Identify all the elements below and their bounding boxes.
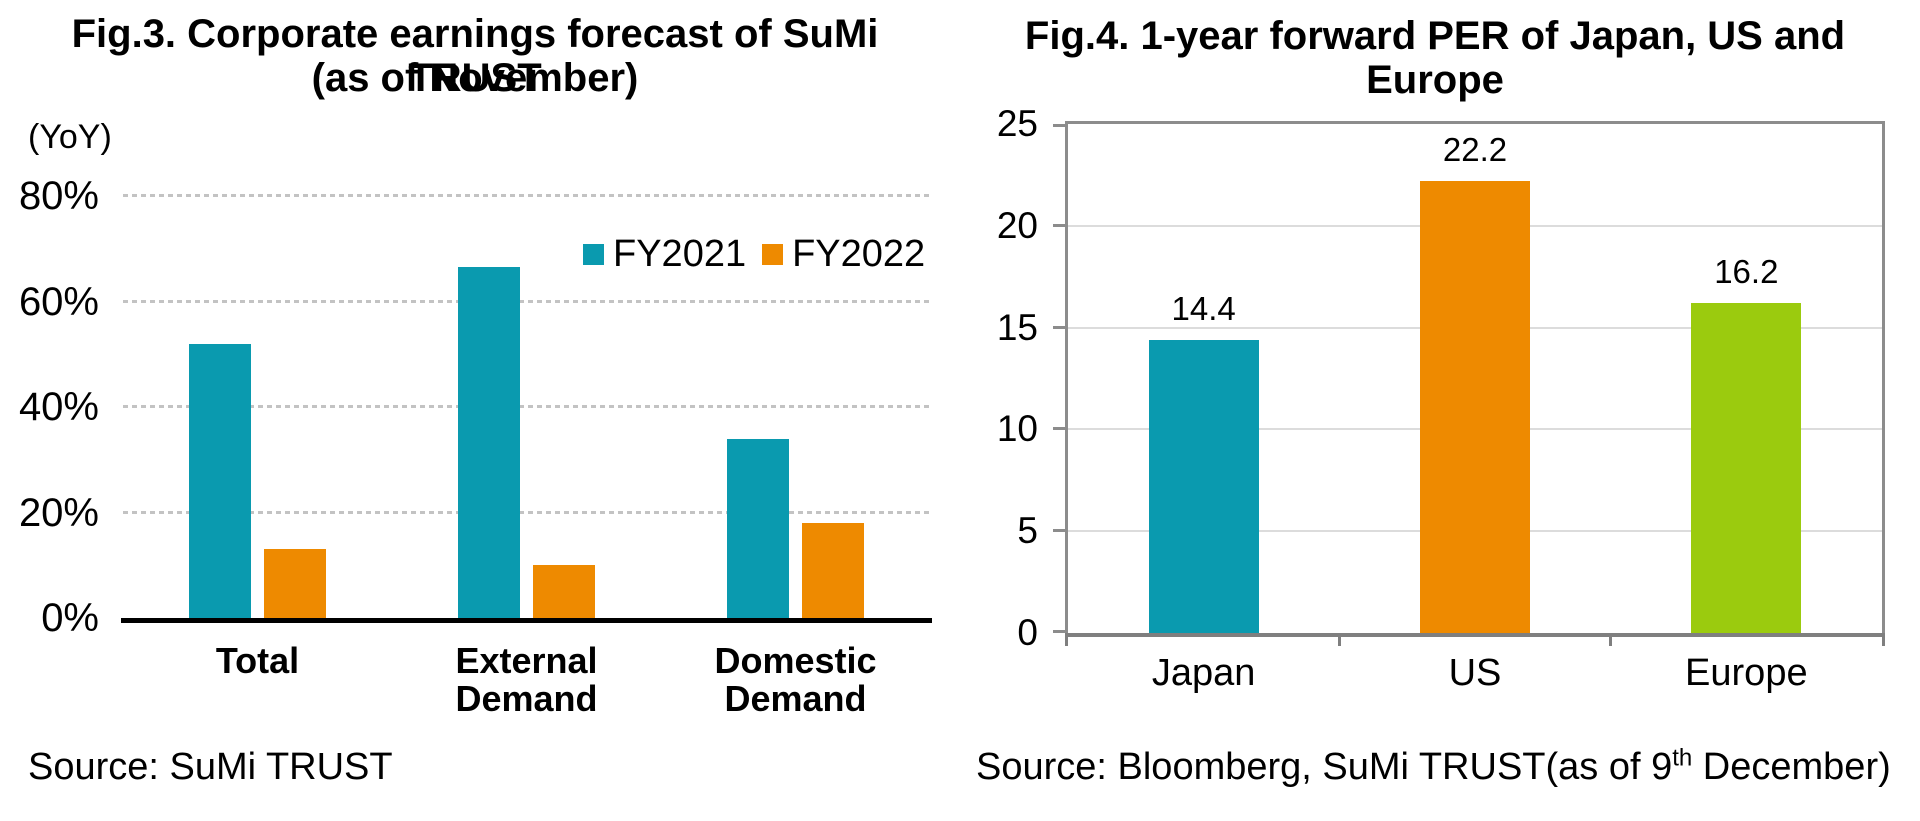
- fig4-ytick-label-0: 0: [1017, 612, 1038, 653]
- fig4-y-axis-tick-20: [1053, 223, 1065, 227]
- fig3-bar-fy2022-total: [264, 549, 326, 618]
- fig4-y-axis-tick-25: [1053, 124, 1065, 127]
- fig4-y-axis-tick-10: [1053, 427, 1065, 431]
- fig4-y-axis-tick-5: [1053, 529, 1065, 533]
- fig3-category-label-total: Total: [118, 642, 398, 680]
- fig4-ytick-label-5: 5: [1017, 510, 1038, 552]
- fig4-panel: Fig.4. 1-year forward PER of Japan, US a…: [960, 0, 1920, 821]
- fig4-x-axis-tick-last: [1882, 633, 1885, 646]
- fig4-ytick-label-10: 10: [996, 408, 1038, 450]
- legend-swatch-fy2021: [583, 243, 604, 265]
- fig4-value-label-europe: 16.2: [1714, 253, 1779, 291]
- fig4-x-axis-tick-2: [1609, 633, 1613, 646]
- fig4-value-label-japan: 14.4: [1171, 289, 1236, 327]
- fig4-plot-area: 14.4 22.2 16.2: [1053, 121, 1885, 646]
- fig4-bar-us: [1420, 181, 1530, 633]
- fig4-bar-japan: [1148, 339, 1259, 633]
- fig3-x-axis-line: [121, 618, 932, 623]
- fig3-gridline-20: [123, 510, 930, 514]
- fig3-ytick-label-20: 20%: [18, 490, 99, 535]
- legend-label-fy2021: FY2021: [613, 232, 747, 275]
- fig4-bar-europe: [1691, 303, 1802, 633]
- fig3-gridline-40: [123, 405, 930, 409]
- fig3-ytick-label-80: 80%: [18, 174, 99, 219]
- fig4-source-superscript: th: [1672, 744, 1693, 772]
- fig3-y-axis-unit-label: (YoY): [28, 118, 112, 156]
- fig3-bar-fy2021-external: [458, 267, 520, 618]
- fig4-value-label-us: 22.2: [1442, 131, 1508, 169]
- fig3-legend-item-fy2022: FY2022: [762, 233, 925, 276]
- fig3-category-label-line: Demand: [455, 678, 598, 719]
- fig3-category-label-external: External Demand: [387, 642, 667, 718]
- fig3-category-label-line: Total: [215, 640, 300, 681]
- fig3-source-text: Source: SuMi TRUST: [28, 746, 393, 788]
- fig3-ytick-label-0: 0%: [41, 596, 99, 640]
- fig4-source-text: Source: Bloomberg, SuMi TRUST(as of 9th …: [976, 746, 1891, 789]
- fig4-x-axis-tick-1: [1337, 633, 1341, 646]
- fig3-bar-fy2021-domestic: [727, 438, 789, 618]
- fig3-subtitle: (as of November): [311, 56, 639, 100]
- fig3-category-label-line: Domestic: [714, 640, 877, 681]
- fig4-source-suffix: December): [1692, 746, 1891, 788]
- fig3-category-label-line: Demand: [724, 678, 867, 719]
- fig4-title: Fig.4. 1-year forward PER of Japan, US a…: [1024, 14, 1846, 102]
- fig3-category-label-line: External: [455, 640, 598, 681]
- fig3-ytick-label-40: 40%: [18, 385, 99, 430]
- fig3-category-label-domestic: Domestic Demand: [656, 642, 936, 718]
- fig3-bar-fy2022-domestic: [802, 523, 864, 618]
- fig3-legend-item-fy2021: FY2021: [583, 233, 746, 276]
- fig3-bar-fy2022-external: [533, 565, 595, 618]
- fig4-y-axis-tick-0: [1053, 630, 1065, 633]
- fig4-x-axis-tick-0: [1065, 633, 1068, 646]
- fig4-y-axis-tick-15: [1053, 325, 1065, 329]
- fig4-category-label-us: US: [1448, 652, 1502, 694]
- fig4-category-label-europe: Europe: [1685, 652, 1808, 694]
- fig3-bar-fy2021-total: [189, 343, 251, 618]
- fig3-gridline-60: [123, 299, 930, 303]
- fig4-ytick-label-20: 20: [996, 204, 1038, 246]
- fig3-plot-area: [123, 154, 930, 618]
- legend-label-fy2022: FY2022: [792, 232, 926, 275]
- fig3-legend: FY2021 FY2022: [583, 233, 925, 275]
- fig3-gridline-80: [123, 194, 930, 198]
- fig4-category-label-japan: Japan: [1151, 652, 1256, 694]
- fig3-ytick-label-60: 60%: [18, 279, 99, 324]
- fig4-ytick-label-25: 25: [996, 103, 1038, 144]
- fig4-ytick-label-15: 15: [996, 306, 1038, 348]
- fig3-title: Fig.3. Corporate earnings forecast of Su…: [71, 12, 879, 100]
- fig3-panel: Fig.3. Corporate earnings forecast of Su…: [18, 12, 936, 788]
- legend-swatch-fy2022: [762, 243, 784, 265]
- fig4-source-prefix: Source: Bloomberg, SuMi TRUST(as of 9: [976, 746, 1673, 788]
